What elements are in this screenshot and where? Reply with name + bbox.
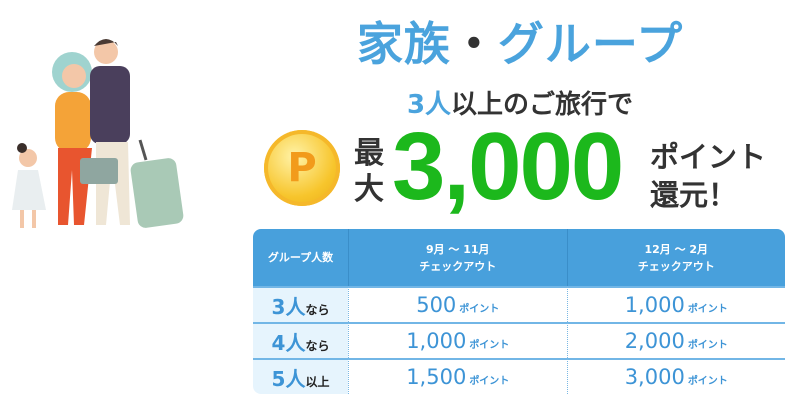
points-return-label: ポイント 還元！ [650,140,767,212]
autumn-points-cell: 1,500 ポイント [348,358,567,394]
family-illustration [12,39,184,228]
group-size-cell: 4人なら [253,322,348,358]
autumn-points-cell: 500 ポイント [348,286,567,322]
winter-points-cell: 1,000 ポイント [566,286,785,322]
header-group-size: グループ人数 [253,229,348,286]
table-row: 3人なら 500 ポイント 1,000 ポイント [253,286,785,322]
max-points-amount: 3,000 [392,113,624,220]
point-coin-icon: P [264,130,340,206]
winter-points-cell: 3,000 ポイント [566,358,785,394]
max-label: 最大 [354,136,384,207]
winter-points-cell: 2,000 ポイント [566,322,785,358]
headline: 家族・グループ [356,17,684,71]
group-size-cell: 5人以上 [253,358,348,394]
table-row: 5人以上 1,500 ポイント 3,000 ポイント [253,358,785,394]
autumn-points-cell: 1,000 ポイント [348,322,567,358]
table-row: 4人なら 1,000 ポイント 2,000 ポイント [253,322,785,358]
header-autumn: 9月 ～ 11月 チェックアウト [348,229,567,286]
subheadline: 3人以上のご旅行で [406,90,634,120]
group-size-cell: 3人なら [253,286,348,322]
header-winter: 12月 ～ 2月 チェックアウト [566,229,785,286]
table-header-row: グループ人数 9月 ～ 11月 チェックアウト 12月 ～ 2月 チェックアウト [253,229,785,286]
points-table: グループ人数 9月 ～ 11月 チェックアウト 12月 ～ 2月 チェックアウト 3… [253,229,785,394]
